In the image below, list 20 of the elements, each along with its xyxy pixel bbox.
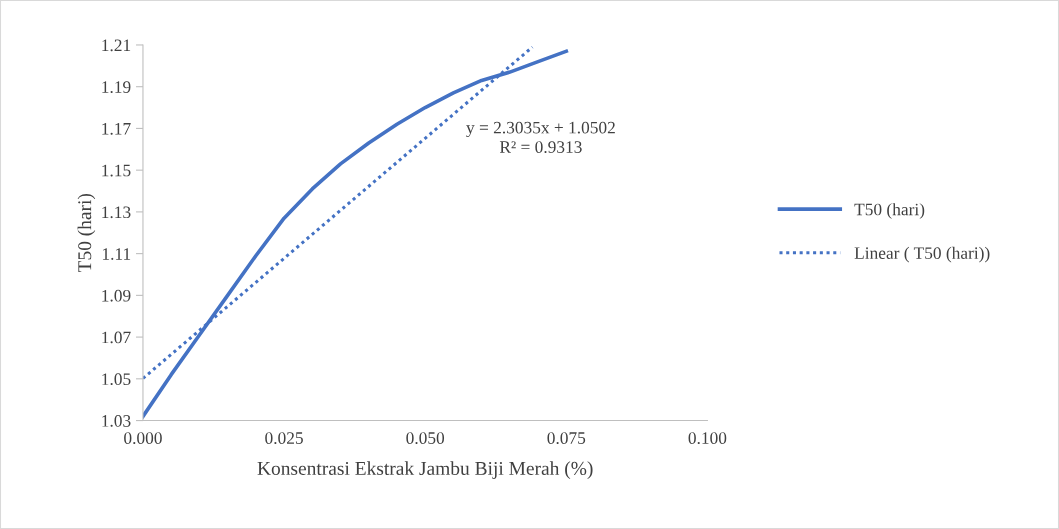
legend-label: Linear ( T50 (hari))	[854, 246, 990, 263]
y-tick-label: 1.21	[102, 39, 131, 52]
y-axis-title: T50 (hari)	[77, 193, 96, 273]
x-tick-label: 0.100	[688, 432, 727, 444]
y-tick-label: 1.15	[102, 164, 131, 177]
x-tick-label: 0.000	[124, 432, 162, 444]
y-tick-label: 1.05	[102, 373, 131, 386]
y-tick-label: 1.17	[102, 122, 131, 135]
y-tick-label: 1.07	[102, 331, 131, 344]
x-tick-label: 0.050	[406, 432, 445, 444]
y-tick-label: 1.03	[102, 415, 131, 427]
y-tick-label: 1.19	[102, 81, 131, 93]
x-tick-label: 0.075	[547, 432, 586, 444]
x-tick-label: 0.025	[265, 432, 303, 444]
annotation: y = 2.3035x + 1.0502 R² = 0.9313	[466, 121, 615, 153]
x-axis-title: Konsentrasi Ekstrak Jambu Biji Merah (%)	[257, 461, 593, 479]
legend-label: T50 (hari)	[854, 203, 925, 219]
y-tick-label: 1.13	[102, 206, 131, 219]
y-tick-label: 1.09	[102, 289, 131, 302]
y-tick-label: 1.11	[102, 248, 131, 260]
